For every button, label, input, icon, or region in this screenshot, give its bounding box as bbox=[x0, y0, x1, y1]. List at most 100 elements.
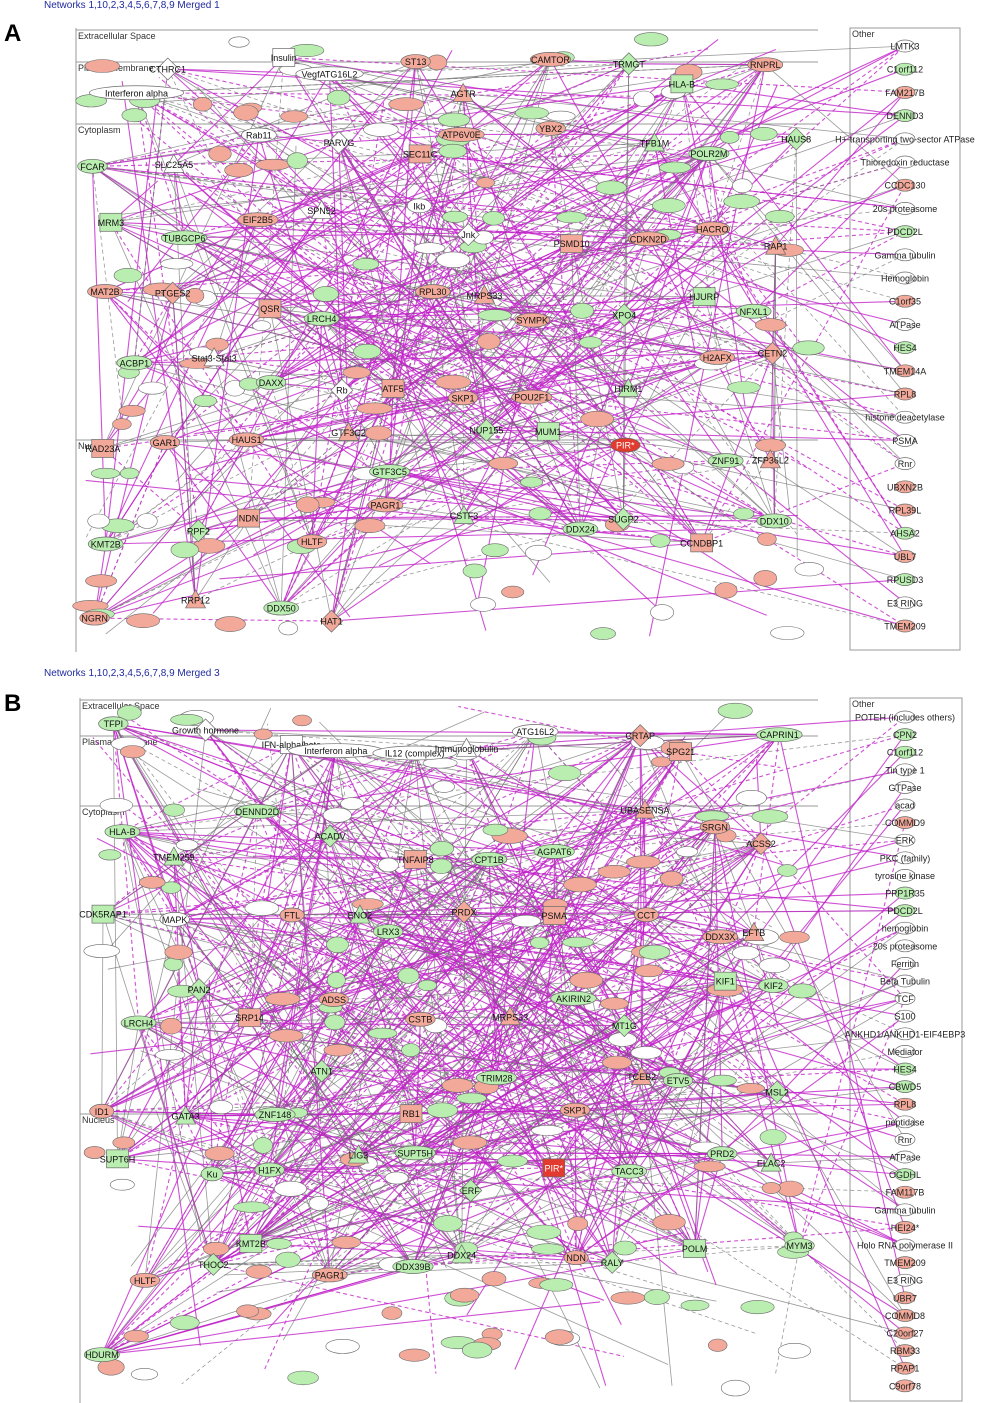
network-node[interactable]: CRTAP bbox=[625, 724, 655, 748]
network-node[interactable]: KMT2B bbox=[87, 536, 124, 552]
network-node[interactable]: MAPK bbox=[159, 912, 190, 927]
network-node[interactable]: MRPS33 bbox=[466, 284, 502, 304]
other-node[interactable]: FAM217B bbox=[885, 86, 925, 99]
network-node[interactable]: Interferon alpha bbox=[288, 743, 384, 759]
network-node[interactable]: AGTR bbox=[451, 82, 477, 102]
network-node[interactable]: MUM1 bbox=[535, 421, 562, 441]
other-node[interactable]: RBM33 bbox=[890, 1344, 920, 1357]
other-node[interactable]: LMTK3 bbox=[890, 39, 920, 53]
network-node[interactable]: IL12 (complex) bbox=[372, 745, 457, 761]
network-node[interactable]: MT1G bbox=[612, 1014, 637, 1038]
network-node[interactable]: TUBGCP6 bbox=[160, 230, 208, 246]
network-node[interactable]: HLTF bbox=[129, 1272, 161, 1288]
other-node[interactable]: Beta Tubulin bbox=[880, 974, 930, 988]
network-node[interactable]: CETN2 bbox=[758, 341, 788, 365]
other-node[interactable]: FAM117B bbox=[886, 1185, 925, 1199]
network-node[interactable]: CSTB bbox=[405, 1011, 436, 1027]
network-node[interactable]: Interferon alpha bbox=[88, 85, 185, 101]
network-node[interactable]: MRM3 bbox=[98, 212, 125, 232]
network-node[interactable]: SLC25A5 bbox=[155, 153, 194, 173]
network-node[interactable]: TNFAIP8 bbox=[397, 850, 434, 869]
network-node[interactable]: QSR bbox=[258, 299, 282, 319]
other-node[interactable]: PKC (family) bbox=[880, 851, 931, 865]
network-node[interactable]: XPO4 bbox=[612, 303, 636, 327]
network-node[interactable]: CTHRC1 bbox=[150, 57, 187, 81]
other-node[interactable]: peptidase bbox=[885, 1115, 925, 1129]
other-node[interactable]: PSMA bbox=[892, 434, 918, 447]
other-node[interactable]: TMEM209 bbox=[884, 619, 926, 633]
network-node[interactable]: DDX50 bbox=[263, 600, 300, 616]
network-node[interactable]: HLA-B bbox=[669, 74, 696, 94]
network-node[interactable]: HAUS1 bbox=[228, 432, 265, 448]
network-node[interactable]: ACSS2 bbox=[746, 832, 776, 856]
network-node[interactable]: Jnk bbox=[456, 223, 480, 247]
network-node[interactable]: MAT2B bbox=[87, 284, 123, 299]
network-node[interactable]: HAUS8 bbox=[781, 127, 811, 151]
network-node[interactable]: HACRO bbox=[694, 221, 731, 237]
network-node[interactable]: ZFP36L2 bbox=[752, 449, 789, 469]
network-node[interactable]: DDX3X bbox=[702, 929, 739, 945]
network-node[interactable]: SPG21 bbox=[666, 742, 695, 761]
other-node[interactable]: RPUSD3 bbox=[887, 573, 924, 586]
network-node[interactable]: THOC2 bbox=[198, 1252, 229, 1276]
network-node[interactable]: NUP155 bbox=[469, 418, 503, 442]
network-node[interactable]: ZNF91 bbox=[707, 453, 744, 468]
network-node[interactable]: ST13 bbox=[400, 54, 431, 69]
network-node[interactable]: LIG3 bbox=[347, 1144, 370, 1164]
other-node[interactable]: HES4 bbox=[893, 1062, 917, 1076]
network-node[interactable]: SKP1 bbox=[447, 390, 479, 406]
other-node[interactable]: GTPase bbox=[888, 781, 922, 794]
other-node[interactable]: Gamma tubulin bbox=[874, 248, 936, 262]
network-node[interactable]: EFTB bbox=[742, 921, 765, 942]
network-node[interactable]: ATP6V0E bbox=[438, 127, 485, 142]
network-node[interactable]: KIF2 bbox=[758, 978, 789, 993]
network-node[interactable]: DENND2D bbox=[234, 804, 281, 819]
other-node[interactable]: histone deacetylase bbox=[865, 410, 945, 424]
other-node[interactable]: OGDHL bbox=[889, 1168, 921, 1181]
network-node[interactable]: HAT1 bbox=[320, 609, 344, 633]
network-node[interactable]: ELAC2 bbox=[757, 1152, 786, 1172]
network-node[interactable]: AKIRIN2 bbox=[550, 991, 597, 1006]
other-node[interactable]: COMMD8 bbox=[885, 1309, 925, 1322]
network-node[interactable]: DDX24 bbox=[447, 1244, 476, 1264]
network-node[interactable]: ETV5 bbox=[662, 1073, 694, 1088]
network-node[interactable]: GTF3C2 bbox=[331, 421, 366, 441]
network-node[interactable]: AGPAT6 bbox=[533, 844, 575, 859]
network-node[interactable]: PIR* bbox=[610, 437, 641, 453]
network-node[interactable]: Ku bbox=[200, 1166, 224, 1182]
other-node[interactable]: Rnr bbox=[894, 1133, 916, 1146]
network-node[interactable]: MSL2 bbox=[765, 1080, 789, 1104]
network-node[interactable]: ATG16L2 bbox=[511, 724, 559, 739]
other-node[interactable]: Rnr bbox=[894, 457, 916, 470]
other-node[interactable]: Hemoglobin bbox=[881, 271, 929, 285]
network-node[interactable]: SUPT6H bbox=[100, 1149, 136, 1169]
other-node[interactable]: TMEM209 bbox=[884, 1256, 926, 1269]
network-node[interactable]: GATA3 bbox=[172, 1105, 200, 1125]
network-node[interactable]: RAD23A bbox=[85, 439, 120, 458]
network-node[interactable]: Ikb bbox=[406, 198, 432, 214]
other-node[interactable]: Ferritin bbox=[891, 957, 919, 970]
network-node[interactable]: PAGR1 bbox=[367, 497, 404, 513]
network-node[interactable]: HJURP bbox=[689, 287, 719, 306]
network-node[interactable]: PRDX bbox=[452, 900, 477, 924]
network-node[interactable]: LRCH4 bbox=[303, 311, 340, 327]
network-node[interactable]: PAGR1 bbox=[311, 1267, 348, 1283]
other-node[interactable]: POTEH (includes others) bbox=[855, 710, 955, 724]
network-node[interactable]: TACC3 bbox=[611, 1163, 648, 1179]
network-node[interactable]: ENO2 bbox=[348, 904, 373, 924]
network-node[interactable]: TFPI bbox=[98, 716, 129, 732]
network-node[interactable]: NDN bbox=[237, 508, 260, 528]
network-node[interactable]: TCEB2 bbox=[627, 1065, 656, 1086]
network-node[interactable]: SKP1 bbox=[559, 1102, 591, 1118]
other-node[interactable]: C1orf112 bbox=[887, 62, 923, 76]
other-node[interactable]: ATPase bbox=[889, 1150, 921, 1164]
network-node[interactable]: HLA-B bbox=[104, 824, 141, 840]
network-node[interactable]: Rb bbox=[330, 378, 354, 402]
network-node[interactable]: ACADV bbox=[315, 824, 346, 848]
other-node[interactable]: HES4 bbox=[893, 341, 917, 354]
network-node[interactable]: DDX24 bbox=[562, 521, 599, 537]
network-node[interactable]: TFB1M bbox=[640, 132, 670, 152]
network-node[interactable]: LRX3 bbox=[373, 924, 404, 939]
network-node[interactable]: FCAR bbox=[77, 158, 108, 174]
network-node[interactable]: POU2F1 bbox=[511, 389, 553, 405]
